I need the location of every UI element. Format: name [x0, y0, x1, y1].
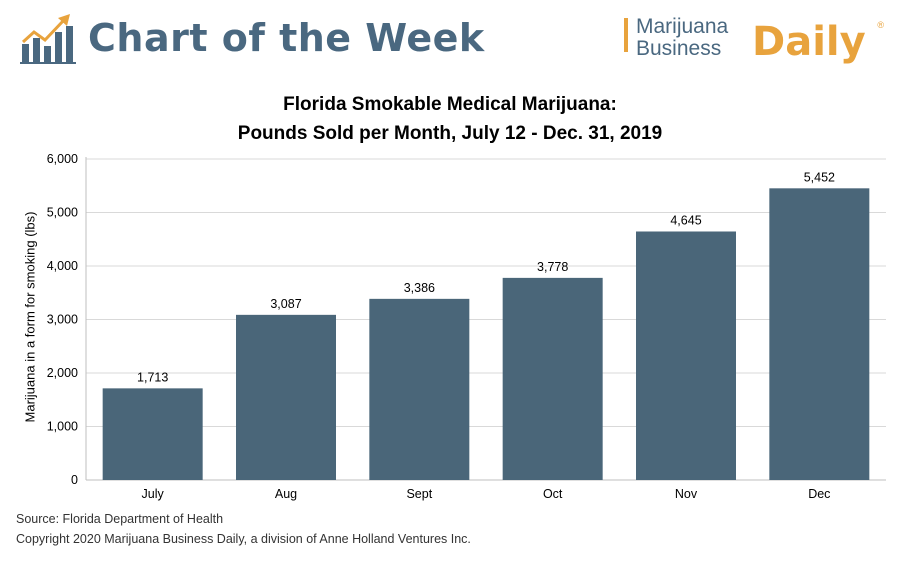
x-tick-label: Aug [275, 487, 297, 501]
y-tick-label: 3,000 [47, 313, 78, 327]
x-tick-label: Sept [406, 487, 432, 501]
data-label: 3,087 [270, 297, 301, 311]
registered-mark: ® [877, 20, 884, 30]
brand-name-line1: Marijuana [636, 15, 729, 38]
x-tick-label: Dec [808, 487, 830, 501]
chart-title: Florida Smokable Medical Marijuana: [283, 94, 617, 115]
bar [102, 388, 203, 480]
bar [236, 314, 336, 480]
bar-chart-trend-arrow-icon [20, 14, 76, 64]
data-label: 4,645 [670, 213, 701, 227]
y-tick-label: 1,000 [47, 420, 78, 434]
brand-name-daily: Daily [752, 19, 866, 65]
bar [769, 188, 870, 480]
chart-subtitle: Pounds Sold per Month, July 12 - Dec. 31… [237, 123, 663, 144]
y-tick-label: 4,000 [47, 259, 78, 273]
x-tick-label: Nov [675, 487, 698, 501]
x-tick-label: Oct [543, 487, 563, 501]
copyright-note: Copyright 2020 Marijuana Business Daily,… [16, 532, 471, 546]
source-note: Source: Florida Department of Health [16, 512, 224, 526]
bar [369, 298, 470, 480]
data-label: 1,713 [137, 370, 168, 384]
bar [636, 231, 736, 480]
y-tick-label: 2,000 [47, 366, 78, 380]
chart-title-block: Florida Smokable Medical Marijuana: Poun… [0, 90, 900, 148]
x-tick-label: July [142, 487, 165, 501]
banner-title: Chart of the Week [88, 16, 485, 60]
y-tick-label: 5,000 [47, 206, 78, 220]
data-label: 3,386 [404, 281, 435, 295]
bar [502, 277, 603, 480]
brand-accent-bar [624, 18, 628, 52]
brand-logo: Marijuana Business Daily ® [624, 14, 884, 74]
y-tick-label: 0 [71, 473, 78, 487]
data-label: 3,778 [537, 260, 568, 274]
y-tick-label: 6,000 [47, 152, 78, 166]
brand-name-line2: Business [636, 37, 722, 60]
data-label: 5,452 [804, 170, 835, 184]
